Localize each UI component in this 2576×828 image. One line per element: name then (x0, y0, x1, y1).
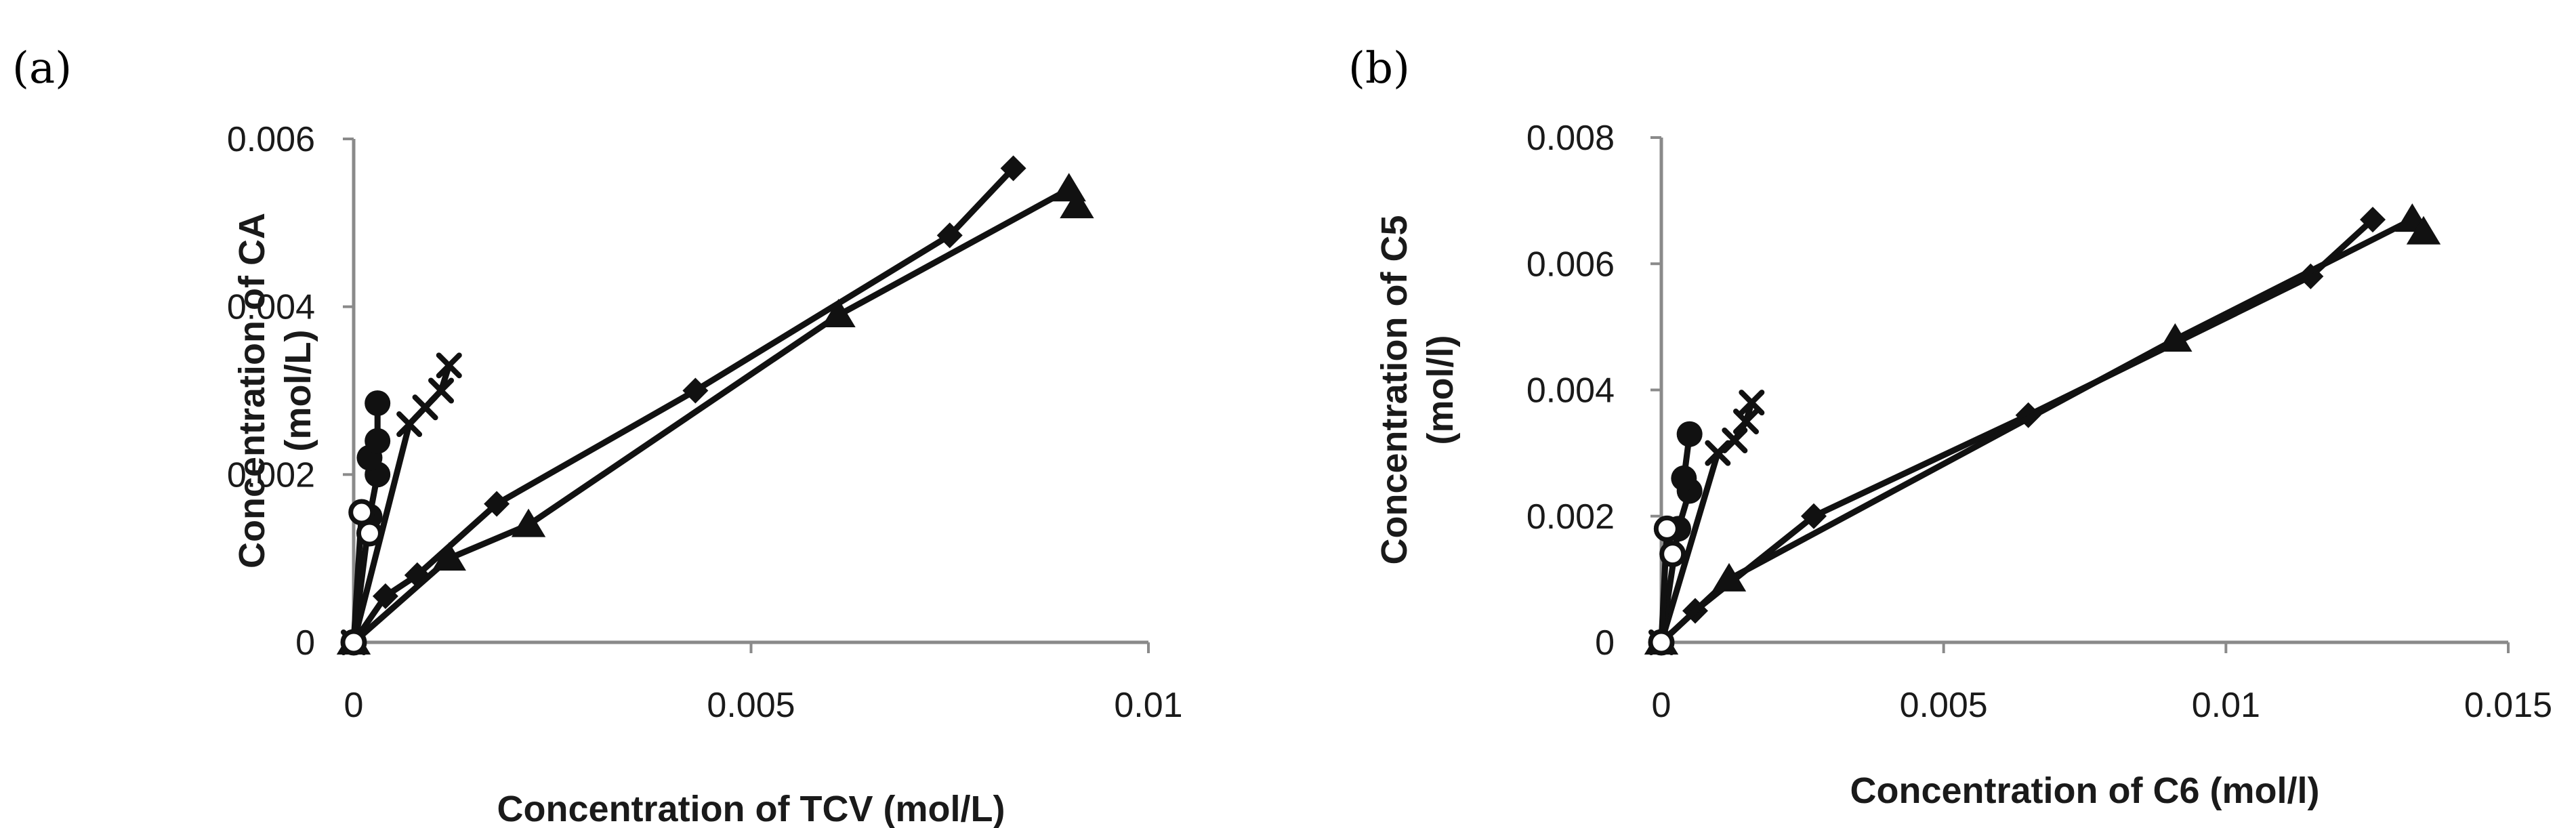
data-point-diamond (1000, 155, 1026, 182)
data-point-open-circle (1659, 541, 1686, 568)
data-point-triangle (2158, 323, 2193, 352)
data-point-cross (1705, 440, 1731, 466)
data-point-cross (428, 377, 455, 404)
y-axis-title-line: Concentration of CA (232, 213, 272, 568)
x-tick-label: 0 (344, 686, 364, 725)
data-point-open-circle (356, 520, 383, 547)
series-diamond (341, 155, 1026, 655)
x-tick-label: 0.015 (2464, 686, 2552, 725)
series-line-diamond (350, 165, 1017, 646)
series-line-triangle (350, 186, 1080, 646)
data-point-cross (1722, 428, 1748, 453)
y-tick-label: 0.006 (227, 120, 315, 159)
data-point-open-circle (340, 629, 367, 656)
data-point-diamond (1801, 503, 1827, 529)
data-point-triangle (511, 508, 546, 537)
y-axis-title-line: (mol/L) (278, 330, 318, 452)
data-point-open-circle (1648, 629, 1675, 656)
y-tick-label: 0.004 (227, 288, 315, 327)
series-diamond (1648, 207, 2386, 655)
x-axis-title: Concentration of C6 (mol/l) (1850, 770, 2320, 811)
x-tick-label: 0 (1652, 686, 1671, 725)
y-tick-label: 0.002 (1526, 497, 1615, 537)
chart-panel-a: (a) 0 0.002 0.004 0.006 0 0.005 0.01 Concentrati… (12, 43, 1183, 828)
y-tick-label: 0 (295, 623, 315, 663)
data-point-triangle (1060, 190, 1094, 219)
x-tick-label: 0.005 (1900, 686, 1988, 725)
y-tick-label: 0.008 (1526, 119, 1615, 158)
y-axis-title-line: (mol/l) (1420, 335, 1461, 445)
data-point-diamond (484, 491, 510, 517)
series-open-circle (1648, 515, 1686, 656)
panel-label: (a) (12, 43, 72, 94)
series-line-diamond (1658, 216, 2376, 646)
data-point-triangle (821, 299, 856, 328)
x-tick-label: 0.005 (707, 686, 795, 725)
data-point-filled-circle (365, 428, 391, 454)
x-tick-label: 0.01 (2192, 686, 2260, 725)
data-point-diamond (936, 222, 963, 249)
panel-label: (b) (1348, 43, 1410, 94)
data-point-filled-circle (1676, 421, 1703, 447)
data-point-diamond (372, 583, 398, 609)
y-tick-label: 0.004 (1526, 371, 1615, 411)
y-tick-label: 0.006 (1526, 245, 1615, 284)
data-point-triangle (432, 542, 466, 571)
data-point-filled-circle (1671, 465, 1697, 491)
y-tick-label: 0.002 (227, 455, 315, 495)
series-open-circle (340, 499, 383, 656)
data-point-open-circle (1653, 515, 1680, 542)
y-axis-title-line: Concentration of C5 (1374, 215, 1415, 564)
y-tick-label: 0 (1595, 623, 1615, 663)
series-triangle (1644, 203, 2441, 655)
x-tick-label: 0.01 (1114, 686, 1182, 725)
chart-panel-b: (b) 0 0.002 0.004 0.006 0.008 0 0.005 0.01 0.015 C… (1348, 43, 2552, 811)
data-point-triangle (2406, 215, 2441, 245)
data-point-diamond (2360, 207, 2386, 233)
data-point-cross (1739, 390, 1765, 416)
data-point-triangle (1711, 562, 1747, 592)
data-point-cross (436, 352, 462, 379)
series-triangle (336, 173, 1094, 655)
data-point-diamond (682, 377, 709, 404)
x-axis-title: Concentration of TCV (mol/L) (497, 789, 1005, 828)
data-point-filled-circle (365, 390, 391, 417)
data-point-open-circle (348, 499, 375, 526)
data-point-cross (1733, 409, 1759, 435)
